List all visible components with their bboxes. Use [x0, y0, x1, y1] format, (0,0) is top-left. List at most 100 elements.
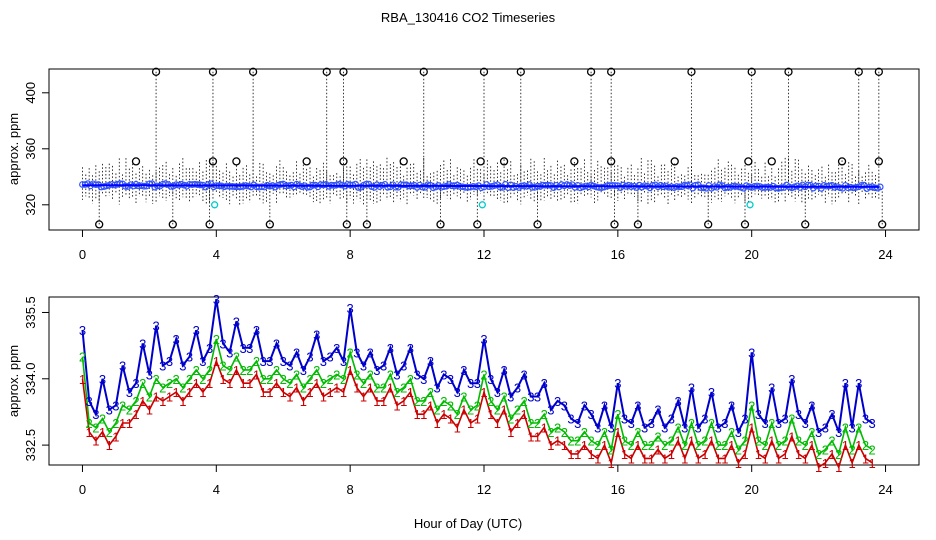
series-2-point-label: 2 [253, 354, 260, 369]
series-1-point-label: 1 [808, 438, 815, 453]
top-data-point [419, 183, 426, 191]
series-1-point-label: 1 [761, 451, 768, 466]
series-3-point-label: 3 [434, 381, 441, 396]
series-3-point-label: 3 [246, 341, 253, 356]
top-data-point [544, 181, 552, 189]
series-1-point-label: 1 [239, 376, 246, 391]
series-3-point-label: 3 [688, 381, 695, 396]
series-3-point-label: 3 [387, 341, 394, 356]
series-1-point-label: 1 [186, 385, 193, 400]
series-1-point-label: 1 [213, 354, 220, 369]
series-2-point-label: 2 [132, 394, 139, 409]
series-3-point-label: 3 [179, 359, 186, 374]
series-3-point-label: 3 [514, 381, 521, 396]
series-3-point-label: 3 [146, 367, 153, 382]
top-y-tick-label: 400 [23, 82, 38, 104]
series-3-point-label: 3 [173, 332, 180, 347]
series-3-point-label: 3 [681, 420, 688, 435]
top-outlier-point [205, 220, 214, 229]
series-2-point-label: 2 [380, 381, 387, 396]
series-3-point-label: 3 [273, 336, 280, 351]
series-2-point-label: 2 [768, 416, 775, 431]
series-2-point-label: 2 [661, 438, 668, 453]
series-2-point-label: 2 [748, 398, 755, 413]
series-3-point-label: 3 [701, 412, 708, 427]
series-2-point-label: 2 [407, 372, 414, 387]
bottom-x-tick-label: 24 [878, 482, 892, 497]
series-1-point-label: 1 [367, 381, 374, 396]
series-2-point-label: 2 [213, 332, 220, 347]
series-1-point-label: 1 [721, 451, 728, 466]
series-1-point-label: 1 [353, 381, 360, 396]
series-1-point-label: 1 [86, 425, 93, 440]
top-plot-axes: 0 4 8 12 16 20 24 320 360 400 [23, 82, 893, 262]
bottom-x-tick-label: 12 [477, 482, 491, 497]
top-x-tick-label: 0 [79, 247, 86, 262]
series-1-point-label: 1 [547, 438, 554, 453]
series-3-point-label: 3 [360, 359, 367, 374]
series-2-point-label: 2 [815, 447, 822, 462]
series-1-point-label: 1 [387, 381, 394, 396]
series-2-point-label: 2 [848, 443, 855, 458]
series-1-point-label: 1 [715, 451, 722, 466]
series-2-point-label: 2 [440, 394, 447, 409]
series-1-point-label: 1 [835, 460, 842, 475]
top-data-point [116, 180, 124, 188]
top-outlier-point [479, 67, 489, 76]
series-2-point-label: 2 [494, 403, 501, 418]
series-3-point-label: 3 [828, 407, 835, 422]
series-2-point-label: 2 [173, 372, 180, 387]
top-data-point [692, 181, 699, 189]
series-2-point-label: 2 [648, 438, 655, 453]
series-2-point-label: 2 [306, 372, 313, 387]
series-1-point-label: 1 [534, 429, 541, 444]
top-outlier-point [874, 157, 883, 166]
top-outlier-point [704, 220, 713, 229]
series-3-point-label: 3 [347, 301, 354, 316]
series-1-point-label: 1 [206, 376, 213, 391]
series-3-point-label: 3 [340, 354, 347, 369]
top-outlier-point [131, 157, 141, 166]
series-3-point-label: 3 [521, 367, 528, 382]
series-3-point-label: 3 [300, 363, 307, 378]
series-2-point-label: 2 [166, 376, 173, 391]
series-3-point-label: 3 [554, 394, 561, 409]
series-1-point-label: 1 [380, 394, 387, 409]
series-1-point-label: 1 [413, 407, 420, 422]
series-2-point-label: 2 [715, 438, 722, 453]
series-2-point-label: 2 [387, 367, 394, 382]
series-3-point-label: 3 [320, 354, 327, 369]
series-3-point-label: 3 [333, 341, 340, 356]
series-1-point-label: 1 [420, 407, 427, 422]
series-3-point-label: 3 [808, 398, 815, 413]
series-3-point-label: 3 [413, 367, 420, 382]
series-1-point-label: 1 [802, 451, 809, 466]
series-3-point-label: 3 [601, 398, 608, 413]
series-1-point-label: 1 [654, 443, 661, 458]
top-data-point [716, 181, 723, 189]
top-data-point [424, 181, 432, 189]
series-3-point-label: 3 [380, 359, 387, 374]
bottom-x-tick-label: 20 [744, 482, 758, 497]
top-outlier-point [670, 157, 679, 166]
series-2-point-label: 2 [581, 425, 588, 440]
series-1-point-label: 1 [741, 447, 748, 462]
series-1-point-label: 1 [541, 420, 548, 435]
series-1-point-label: 1 [554, 434, 561, 449]
series-3-point-label: 3 [494, 385, 501, 400]
top-outlier-point [419, 67, 428, 76]
top-outlier-point [168, 220, 177, 229]
top-x-tick-label: 12 [477, 247, 491, 262]
top-mean-line [82, 184, 879, 188]
series-3-point-label: 3 [373, 363, 380, 378]
series-1-point-label: 1 [340, 385, 347, 400]
series-1-point-label: 1 [260, 385, 267, 400]
series-1-point-label: 1 [407, 385, 414, 400]
series-3-point-label: 3 [500, 363, 507, 378]
top-outlier-point [339, 157, 348, 166]
top-outlier-point [208, 67, 218, 76]
series-2-point-label: 2 [695, 438, 702, 453]
series-1-point-label: 1 [494, 416, 501, 431]
